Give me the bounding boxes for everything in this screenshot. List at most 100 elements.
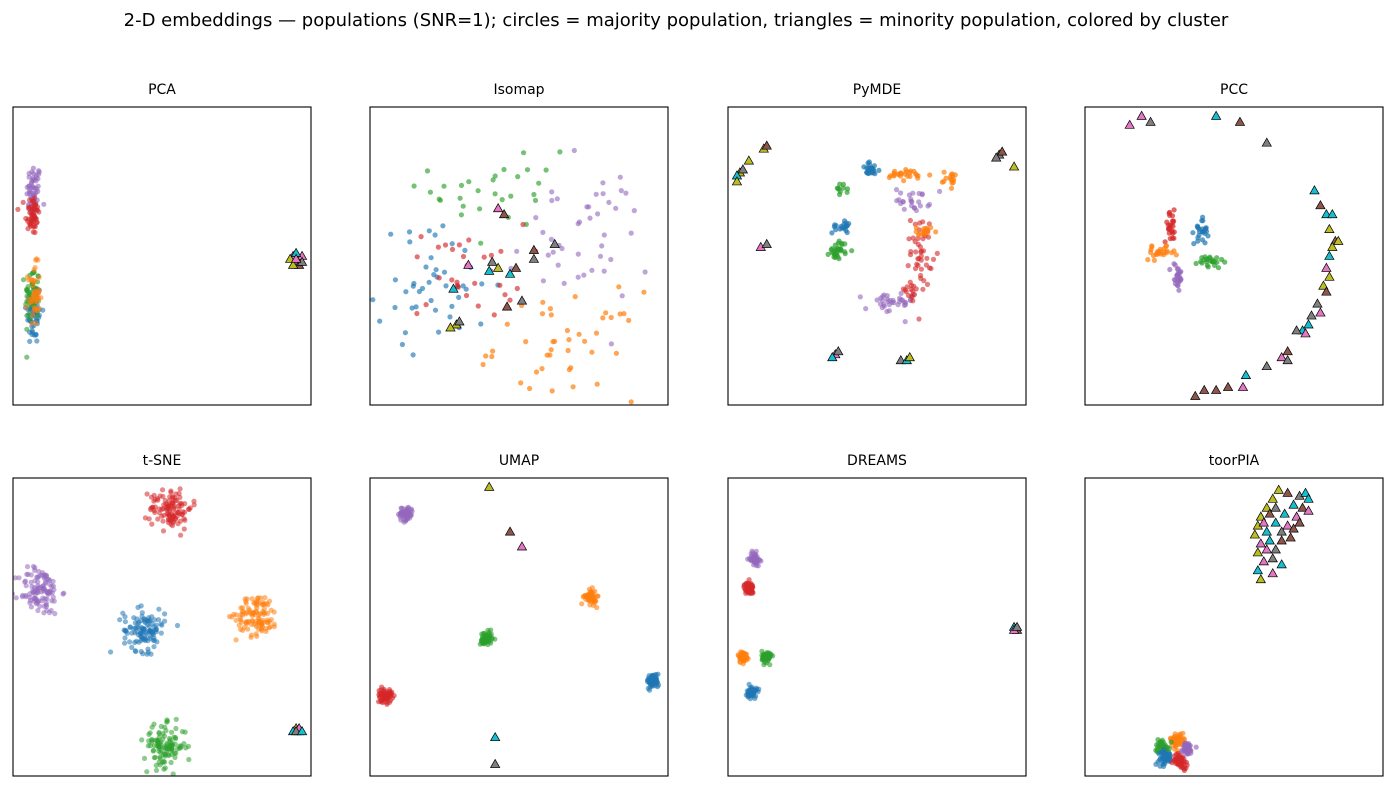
- majority-point-cluster4: [554, 196, 560, 202]
- majority-point-cluster2: [436, 196, 442, 202]
- majority-point-cluster3: [905, 263, 911, 269]
- majority-point-cluster3: [514, 285, 520, 292]
- majority-point-cluster4: [606, 199, 612, 205]
- minority-point: [996, 146, 1008, 156]
- majority-point-cluster4: [35, 607, 41, 614]
- majority-point-cluster0: [426, 279, 432, 285]
- majority-point-cluster0: [136, 639, 142, 645]
- majority-point-cluster3: [155, 516, 161, 522]
- majority-point-cluster0: [419, 285, 426, 292]
- majority-point-cluster3: [175, 521, 181, 527]
- majority-point-cluster4: [33, 178, 39, 184]
- majority-point-cluster2: [169, 742, 175, 748]
- majority-point-cluster4: [36, 568, 42, 575]
- majority-point-cluster4: [33, 172, 39, 178]
- minority-point: [1270, 517, 1281, 527]
- majority-point-cluster0: [403, 289, 409, 295]
- majority-point-cluster2: [479, 636, 485, 642]
- majority-point-cluster1: [913, 225, 919, 231]
- majority-point-cluster4: [595, 211, 601, 217]
- majority-point-cluster1: [1164, 248, 1170, 254]
- majority-point-cluster0: [1194, 223, 1200, 229]
- majority-point-cluster2: [840, 181, 847, 187]
- majority-point-cluster4: [16, 575, 22, 581]
- majority-point-cluster0: [151, 644, 157, 650]
- majority-point-cluster1: [548, 347, 554, 353]
- minority-point: [1264, 535, 1275, 545]
- majority-point-cluster0: [1157, 763, 1163, 769]
- majority-point-cluster3: [33, 216, 39, 222]
- majority-point-cluster3: [907, 217, 914, 224]
- majority-point-cluster1: [226, 613, 233, 620]
- majority-point-cluster1: [1145, 257, 1151, 263]
- majority-point-cluster2: [1212, 262, 1218, 268]
- points-umap: [376, 481, 662, 768]
- majority-point-cluster4: [514, 248, 520, 254]
- majority-point-cluster3: [155, 496, 161, 502]
- majority-point-cluster1: [902, 171, 908, 177]
- minority-point: [1145, 116, 1156, 126]
- majority-point-cluster4: [30, 563, 37, 570]
- majority-point-cluster3: [746, 587, 752, 593]
- majority-point-cluster4: [619, 293, 625, 299]
- minority-point: [1321, 262, 1332, 272]
- majority-point-cluster3: [1168, 223, 1174, 229]
- minority-point: [549, 238, 560, 248]
- majority-point-cluster1: [255, 601, 261, 607]
- majority-point-cluster1: [594, 593, 601, 599]
- majority-point-cluster3: [491, 312, 497, 318]
- majority-point-cluster1: [233, 612, 240, 618]
- minority-point: [1255, 574, 1267, 584]
- majority-point-cluster1: [544, 352, 550, 358]
- majority-point-cluster0: [120, 610, 126, 616]
- majority-point-cluster1: [572, 294, 578, 300]
- majority-point-cluster3: [456, 242, 462, 248]
- majority-point-cluster4: [1176, 278, 1182, 284]
- majority-point-cluster4: [548, 236, 555, 242]
- majority-point-cluster1: [29, 321, 35, 327]
- majority-point-cluster3: [27, 210, 33, 216]
- majority-point-cluster2: [477, 206, 483, 212]
- panel-pymde: [727, 106, 1027, 406]
- majority-point-cluster1: [271, 624, 277, 630]
- majority-point-cluster2: [501, 166, 507, 173]
- minority-point: [1276, 559, 1287, 569]
- majority-point-cluster1: [267, 598, 273, 604]
- majority-point-cluster3: [15, 206, 21, 212]
- majority-point-cluster4: [874, 297, 880, 303]
- majority-point-cluster1: [260, 610, 266, 616]
- majority-point-cluster3: [176, 490, 182, 497]
- majority-point-cluster1: [613, 350, 620, 356]
- majority-point-cluster1: [34, 307, 40, 313]
- minority-point: [296, 725, 308, 736]
- majority-point-cluster3: [1170, 235, 1176, 241]
- majority-point-cluster3: [177, 486, 183, 492]
- majority-point-cluster2: [172, 734, 179, 741]
- majority-point-cluster2: [1214, 255, 1220, 261]
- majority-point-cluster3: [918, 249, 924, 255]
- minority-point: [1279, 508, 1290, 518]
- majority-point-cluster2: [488, 627, 494, 633]
- majority-point-cluster4: [618, 188, 624, 194]
- axes-frame: [369, 106, 669, 406]
- majority-point-cluster0: [746, 690, 752, 696]
- minority-point: [501, 301, 513, 311]
- majority-point-cluster4: [51, 587, 57, 593]
- majority-point-cluster0: [842, 218, 848, 224]
- points-dreams: [735, 548, 1023, 702]
- majority-point-cluster0: [433, 267, 439, 273]
- majority-point-cluster2: [543, 167, 549, 173]
- majority-point-cluster1: [1149, 243, 1155, 249]
- majority-point-cluster0: [432, 307, 439, 313]
- minority-point: [1252, 547, 1264, 557]
- majority-point-cluster3: [384, 694, 390, 700]
- majority-point-cluster4: [399, 505, 405, 511]
- majority-point-cluster2: [158, 723, 164, 730]
- majority-point-cluster4: [41, 588, 47, 594]
- majority-point-cluster2: [169, 729, 175, 735]
- majority-point-cluster3: [930, 256, 937, 262]
- majority-point-cluster4: [1167, 266, 1173, 273]
- majority-point-cluster2: [475, 188, 481, 194]
- majority-point-cluster2: [849, 248, 855, 254]
- majority-point-cluster2: [489, 636, 495, 642]
